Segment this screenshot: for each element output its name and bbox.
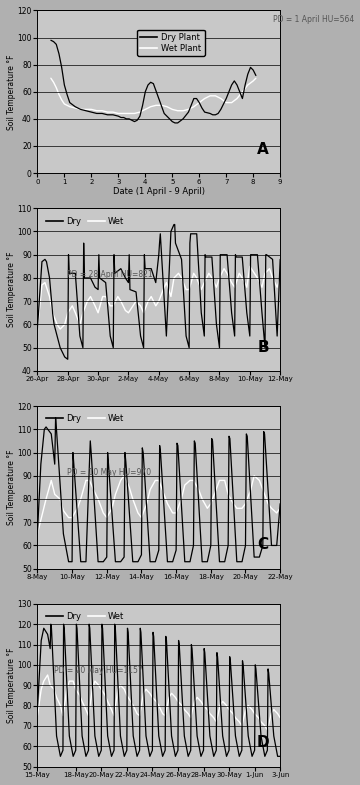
Text: A: A: [257, 142, 269, 157]
Legend: Dry, Wet: Dry, Wet: [44, 412, 127, 425]
Text: PD = 28 April HU=821: PD = 28 April HU=821: [67, 270, 152, 279]
Y-axis label: Soil Temperature °F: Soil Temperature °F: [7, 252, 16, 327]
Legend: Dry, Wet: Dry, Wet: [44, 610, 127, 623]
Text: D: D: [257, 736, 270, 750]
Y-axis label: Soil Temperature °F: Soil Temperature °F: [7, 450, 16, 525]
Text: B: B: [257, 340, 269, 355]
Text: PD = 20 May HU=1157: PD = 20 May HU=1157: [54, 666, 143, 674]
Text: PD = 1 April HU=564: PD = 1 April HU=564: [273, 16, 354, 24]
Legend: Dry, Wet: Dry, Wet: [44, 214, 127, 228]
Y-axis label: Soil Temperature °F: Soil Temperature °F: [7, 54, 16, 130]
X-axis label: Date (1 April - 9 April): Date (1 April - 9 April): [113, 188, 205, 196]
Y-axis label: Soil Temperature °F: Soil Temperature °F: [7, 648, 16, 723]
Text: C: C: [258, 538, 269, 553]
Text: PD = 10 May HU=970: PD = 10 May HU=970: [67, 468, 150, 476]
Legend: Dry Plant, Wet Plant: Dry Plant, Wet Plant: [137, 30, 205, 57]
